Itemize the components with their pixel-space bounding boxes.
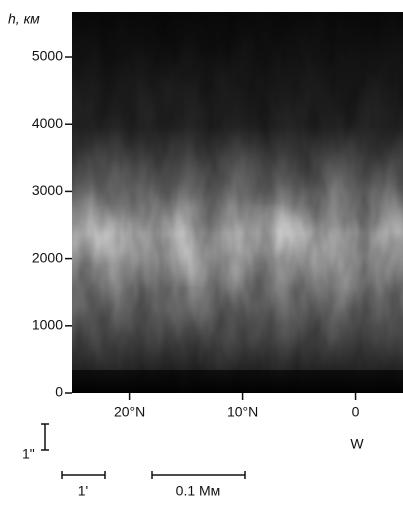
y-axis-label: h, км	[8, 11, 40, 27]
scale-bar-label: 0.1 Мм	[176, 483, 221, 499]
x-note: W	[350, 436, 364, 452]
image	[72, 12, 403, 393]
scale-bar-label: 1"	[22, 446, 35, 462]
y-tick-label: 0	[55, 384, 63, 400]
y-tick-label: 1000	[32, 317, 63, 333]
x-tick-label: 0	[352, 404, 360, 420]
y-tick-label: 3000	[32, 182, 63, 198]
y-tick-label: 4000	[32, 115, 63, 131]
scale-bars: 1" 1' 0.1 Мм	[22, 423, 246, 499]
x-tick-label: 10°N	[227, 404, 258, 420]
y-tick-label: 2000	[32, 249, 63, 265]
x-tick-label: 20°N	[114, 404, 145, 420]
y-tick-label: 5000	[32, 48, 63, 64]
scale-bar-label: 1'	[78, 483, 88, 499]
